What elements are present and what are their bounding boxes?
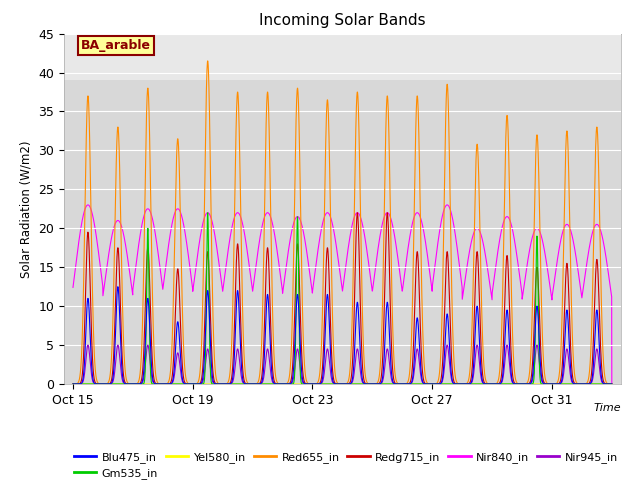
Yel580_in — [69, 381, 77, 387]
Line: Gm535_in: Gm535_in — [73, 213, 612, 384]
Line: Red655_in: Red655_in — [73, 61, 612, 384]
Nir840_in — [69, 285, 77, 290]
Gm535_in — [184, 381, 192, 387]
Red655_in — [557, 350, 564, 356]
Yel580_in — [220, 381, 227, 387]
Gm535_in — [608, 381, 616, 387]
Line: Redg715_in: Redg715_in — [73, 213, 612, 384]
Nir840_in — [84, 202, 92, 208]
Text: Time: Time — [593, 403, 621, 413]
Nir840_in — [557, 237, 564, 243]
Red655_in — [395, 381, 403, 387]
Blu475_in — [114, 284, 122, 289]
Red655_in — [184, 381, 192, 386]
Red655_in — [607, 381, 615, 387]
Y-axis label: Solar Radiation (W/m2): Solar Radiation (W/m2) — [20, 140, 33, 277]
Yel580_in — [557, 381, 564, 387]
Red655_in — [220, 381, 227, 387]
Blu475_in — [608, 381, 616, 387]
Gm535_in — [404, 381, 412, 387]
Blu475_in — [69, 381, 77, 387]
Blu475_in — [557, 380, 564, 386]
Yel580_in — [184, 381, 192, 387]
Nir945_in — [557, 381, 564, 386]
Nir945_in — [607, 381, 615, 387]
Nir945_in — [84, 342, 92, 348]
Blu475_in — [607, 381, 615, 387]
Text: BA_arable: BA_arable — [81, 39, 150, 52]
Blu475_in — [220, 381, 227, 387]
Nir840_in — [607, 293, 615, 299]
Line: Blu475_in: Blu475_in — [73, 287, 612, 384]
Yel580_in — [395, 381, 403, 387]
Nir840_in — [608, 381, 616, 387]
Nir945_in — [185, 381, 193, 387]
Red655_in — [204, 58, 212, 64]
Line: Nir840_in: Nir840_in — [73, 205, 612, 384]
Nir945_in — [220, 381, 227, 387]
Blu475_in — [185, 381, 193, 387]
Legend: Blu475_in, Gm535_in, Yel580_in, Red655_in, Redg715_in, Nir840_in, Nir945_in: Blu475_in, Gm535_in, Yel580_in, Red655_i… — [70, 447, 623, 480]
Bar — [64, 34, 621, 80]
Red655_in — [69, 381, 77, 387]
Redg715_in — [608, 381, 616, 387]
Bar — [64, 80, 621, 384]
Blu475_in — [395, 381, 403, 387]
Yel580_in — [607, 381, 615, 387]
Red655_in — [404, 378, 412, 384]
Nir840_in — [395, 263, 403, 269]
Red655_in — [608, 381, 616, 387]
Yel580_in — [608, 381, 616, 387]
Title: Incoming Solar Bands: Incoming Solar Bands — [259, 13, 426, 28]
Redg715_in — [607, 381, 615, 387]
Gm535_in — [69, 381, 77, 387]
Yel580_in — [404, 381, 412, 387]
Line: Nir945_in: Nir945_in — [73, 345, 612, 384]
Redg715_in — [404, 381, 412, 387]
Nir945_in — [404, 381, 412, 387]
Nir840_in — [220, 281, 227, 287]
Gm535_in — [220, 381, 227, 387]
Redg715_in — [557, 377, 564, 383]
Redg715_in — [220, 381, 227, 387]
Redg715_in — [184, 381, 192, 387]
Redg715_in — [69, 381, 77, 387]
Nir945_in — [395, 381, 403, 387]
Nir840_in — [404, 243, 412, 249]
Gm535_in — [557, 381, 564, 387]
Gm535_in — [607, 381, 615, 387]
Blu475_in — [404, 381, 412, 387]
Redg715_in — [395, 381, 403, 387]
Nir945_in — [69, 381, 77, 387]
Gm535_in — [204, 210, 212, 216]
Redg715_in — [383, 210, 391, 216]
Nir945_in — [608, 381, 616, 387]
Gm535_in — [395, 381, 403, 387]
Nir840_in — [185, 254, 193, 260]
